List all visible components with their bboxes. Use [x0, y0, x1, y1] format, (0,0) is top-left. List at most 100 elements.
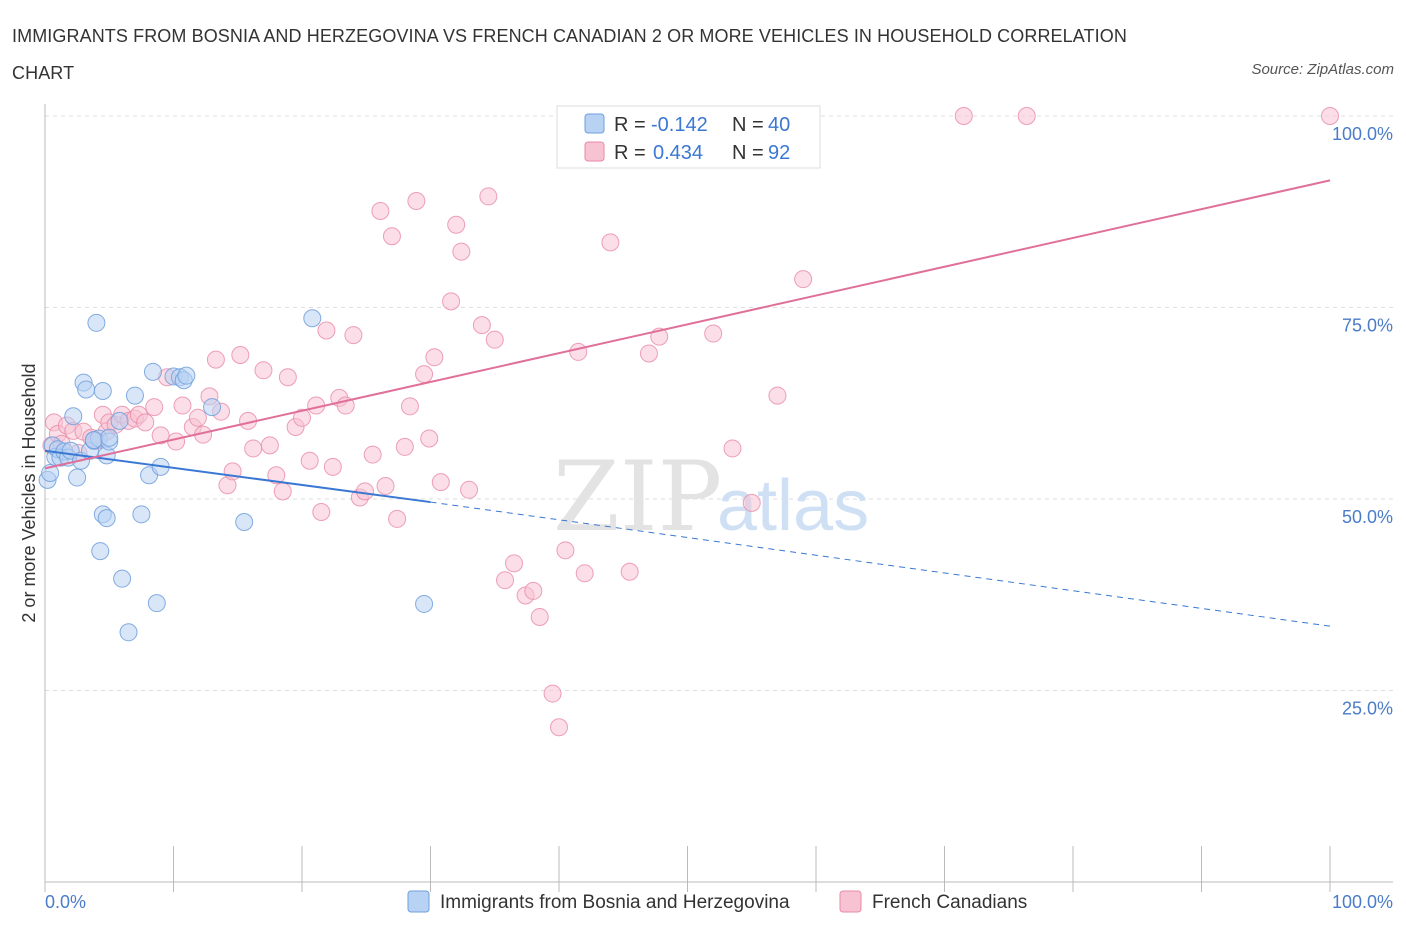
point-french-canadians	[505, 554, 524, 573]
point-french-canadians	[388, 509, 407, 528]
grid-lines	[45, 115, 1393, 691]
point-french-canadians	[151, 426, 170, 445]
point-bosnia-herzegovina	[110, 411, 129, 430]
point-french-canadians	[363, 445, 382, 464]
trend-line-bosnia-herzegovina	[44, 449, 431, 504]
source-label: Source: ZipAtlas.com	[1251, 61, 1394, 78]
stats-box: R = -0.142 N = 40 R = 0.434 N = 92	[556, 105, 821, 169]
point-french-canadians	[768, 386, 787, 405]
y-tick-labels: 100.0% 75.0% 50.0% 25.0%	[1332, 124, 1393, 719]
point-french-canadians	[550, 718, 568, 737]
point-french-canadians	[145, 398, 164, 417]
point-french-canadians	[293, 408, 311, 427]
point-french-canadians	[723, 439, 742, 458]
legend-label-pink: French Canadians	[872, 892, 1027, 913]
point-french-canadians	[415, 365, 434, 384]
point-bosnia-herzegovina	[97, 509, 116, 528]
point-french-canadians	[569, 342, 588, 361]
point-french-canadians	[400, 397, 419, 416]
point-french-canadians	[355, 482, 374, 501]
point-french-canadians	[395, 437, 414, 456]
point-bosnia-herzegovina	[87, 313, 106, 332]
watermark: ZIP atlas	[553, 441, 869, 553]
point-bosnia-herzegovina	[84, 431, 103, 450]
point-french-canadians	[278, 368, 297, 387]
point-french-canadians	[136, 413, 155, 432]
y-tick-label: 25.0%	[1342, 699, 1393, 719]
legend: Immigrants from Bosnia and Herzegovina F…	[407, 890, 1027, 913]
point-french-canadians	[244, 439, 263, 458]
legend-label-blue: Immigrants from Bosnia and Herzegovina	[440, 892, 790, 913]
point-french-canadians	[407, 192, 426, 211]
stats-n-label-pink: N =	[732, 142, 764, 164]
watermark-zip: ZIP	[553, 441, 722, 553]
point-french-canadians	[317, 321, 336, 340]
point-french-canadians	[954, 107, 973, 125]
stats-r-value-blue: -0.142	[651, 114, 708, 136]
x-tick-label: 100.0%	[1332, 892, 1393, 912]
point-french-canadians	[173, 396, 192, 415]
point-french-canadians	[1017, 107, 1036, 125]
stats-r-value-pink: 0.434	[653, 142, 703, 164]
point-french-canadians	[447, 215, 466, 234]
point-bosnia-herzegovina	[113, 569, 132, 588]
y-tick-label: 50.0%	[1342, 507, 1393, 527]
legend-swatch-blue	[407, 890, 430, 913]
point-french-canadians	[496, 571, 515, 590]
stats-swatch-blue	[584, 113, 605, 134]
point-bosnia-herzegovina	[303, 309, 322, 328]
point-french-canadians	[260, 436, 279, 455]
stats-n-value-blue: 40	[768, 114, 790, 136]
point-french-canadians	[231, 345, 250, 364]
axes	[44, 104, 1393, 892]
point-french-canadians	[442, 292, 461, 311]
stats-r-label-blue: R =	[614, 114, 646, 136]
point-french-canadians	[524, 581, 543, 600]
stats-n-value-pink: 92	[768, 142, 790, 164]
point-french-canadians	[300, 451, 319, 470]
stats-n-label-blue: N =	[732, 114, 764, 136]
point-french-canadians	[1321, 107, 1339, 125]
point-bosnia-herzegovina	[125, 386, 144, 405]
trend-lines	[44, 179, 1331, 627]
point-french-canadians	[452, 242, 471, 261]
chart-title: IMMIGRANTS FROM BOSNIA AND HERZEGOVINA V…	[12, 26, 1127, 83]
point-bosnia-herzegovina	[203, 398, 222, 417]
point-french-canadians	[620, 562, 639, 581]
data-points	[38, 107, 1339, 737]
point-bosnia-herzegovina	[177, 366, 196, 385]
watermark-atlas: atlas	[717, 466, 869, 546]
point-french-canadians	[382, 227, 401, 246]
y-axis-label: 2 or more Vehicles in Household	[19, 363, 39, 622]
point-bosnia-herzegovina	[119, 623, 138, 642]
point-bosnia-herzegovina	[64, 407, 83, 426]
point-french-canadians	[420, 429, 439, 448]
point-french-canadians	[254, 361, 273, 380]
point-bosnia-herzegovina	[235, 512, 254, 531]
point-french-canadians	[485, 330, 504, 349]
point-bosnia-herzegovina	[91, 542, 110, 561]
point-french-canadians	[556, 541, 575, 560]
point-french-canadians	[273, 482, 292, 501]
stats-r-label-pink: R =	[614, 142, 646, 164]
point-bosnia-herzegovina	[77, 380, 96, 399]
point-french-canadians	[344, 326, 363, 345]
legend-swatch-pink	[839, 890, 862, 913]
point-french-canadians	[704, 324, 723, 343]
trend-line-bosnia-herzegovina-extension	[430, 501, 1331, 627]
point-bosnia-herzegovina	[147, 594, 166, 613]
point-french-canadians	[575, 564, 594, 583]
point-bosnia-herzegovina	[93, 381, 112, 400]
point-french-canadians	[460, 480, 479, 499]
trend-line-french-canadians	[44, 179, 1331, 470]
point-french-canadians	[188, 408, 207, 427]
point-french-canadians	[639, 344, 658, 363]
point-bosnia-herzegovina	[100, 428, 119, 447]
point-french-canadians	[206, 350, 225, 369]
x-tick-label: 0.0%	[45, 892, 86, 912]
point-bosnia-herzegovina	[68, 468, 87, 487]
point-french-canadians	[312, 503, 331, 522]
y-tick-label: 100.0%	[1332, 124, 1393, 144]
point-french-canadians	[530, 607, 549, 626]
